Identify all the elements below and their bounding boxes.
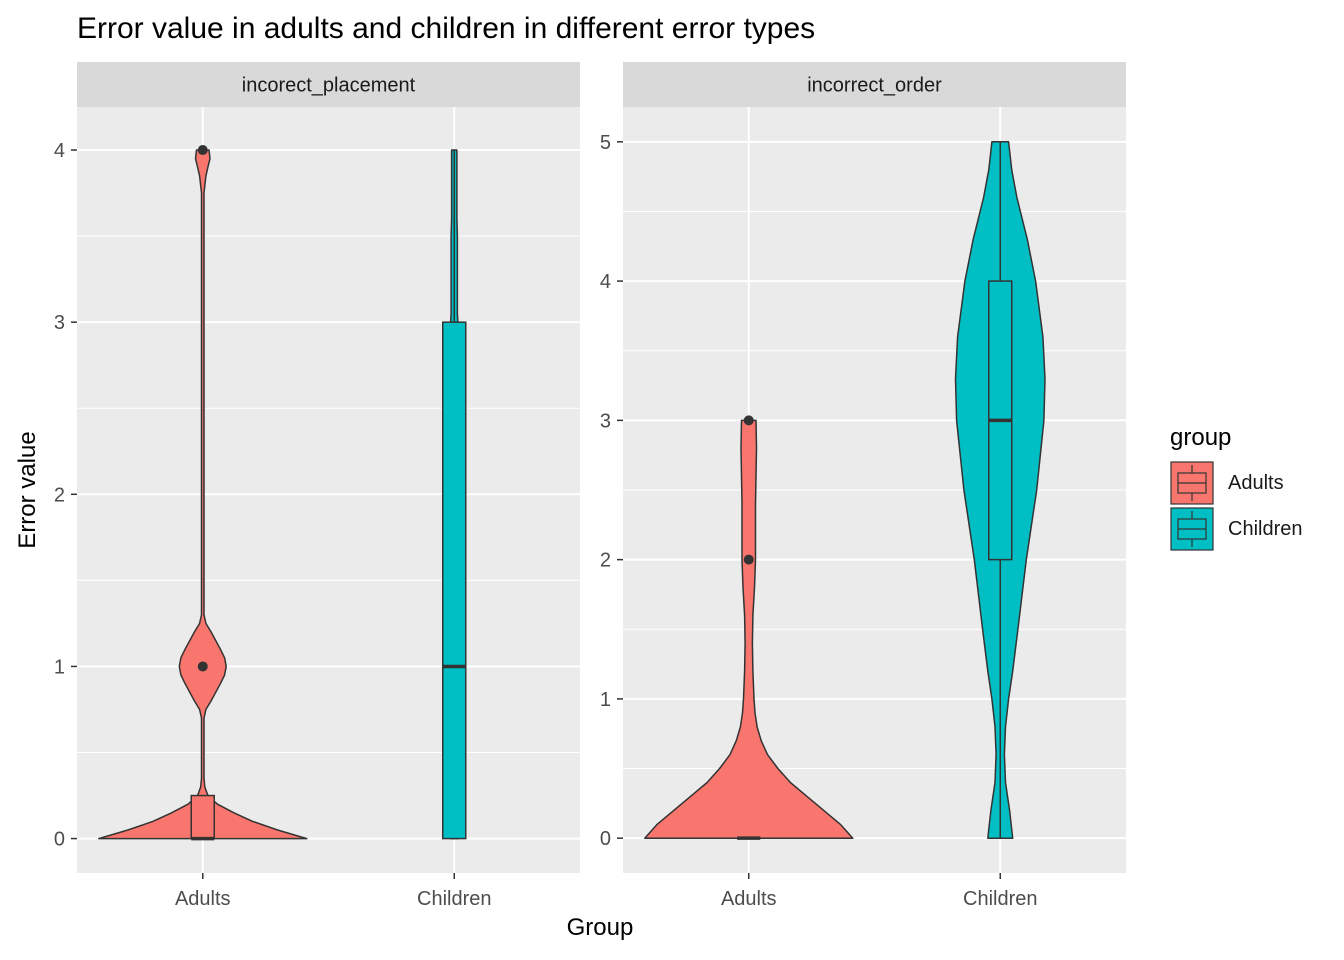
box-children	[442, 321, 467, 840]
x-axis-label: Group	[566, 914, 634, 941]
y-tick-label: 4	[54, 140, 65, 162]
panel-incorect_placement: incorect_placement 0 1 2 3 4 Adults Children	[54, 62, 580, 910]
panel-background	[77, 107, 580, 873]
y-tick-label: 0	[54, 829, 65, 851]
facet-strip-label: incorrect_order	[807, 75, 942, 97]
legend: group Adults Children	[1170, 424, 1302, 552]
y-tick-label: 5	[600, 132, 611, 154]
legend-key-adults	[1170, 461, 1214, 505]
y-tick-label: 0	[600, 828, 611, 850]
violin-adults	[644, 419, 854, 839]
y-tick-label: 2	[600, 550, 611, 572]
legend-key-children	[1170, 507, 1214, 551]
facet-strip-label: incorect_placement	[242, 75, 416, 97]
x-tick-label: Adults	[721, 888, 777, 910]
panel-incorrect_order: incorrect_order 0 1 2 3 4 5 Adults Children	[600, 62, 1126, 910]
x-tick-label: Children	[417, 888, 491, 910]
legend-item-children: Children	[1170, 506, 1302, 552]
legend-item-adults: Adults	[1170, 460, 1302, 506]
outlier-point	[197, 661, 208, 672]
y-tick-label: 3	[54, 312, 65, 334]
legend-title: group	[1170, 424, 1232, 451]
y-tick-label: 1	[54, 656, 65, 678]
facet-strip	[77, 62, 580, 107]
legend-label-adults: Adults	[1228, 471, 1284, 494]
chart-title: Error value in adults and children in di…	[77, 12, 816, 45]
violin-adults	[98, 149, 308, 840]
box-adults	[190, 794, 215, 840]
y-tick-label: 4	[600, 271, 611, 293]
outlier-point	[197, 145, 208, 156]
y-axis-label: Error value	[14, 431, 41, 549]
facet-strip	[623, 62, 1126, 107]
legend-label-children: Children	[1228, 517, 1303, 540]
y-tick-label: 2	[54, 484, 65, 506]
outlier-point	[743, 415, 754, 426]
x-tick-label: Adults	[175, 888, 231, 910]
y-tick-label: 3	[600, 410, 611, 432]
x-tick-label: Children	[963, 888, 1037, 910]
y-tick-label: 1	[600, 689, 611, 711]
outlier-point	[743, 554, 754, 565]
